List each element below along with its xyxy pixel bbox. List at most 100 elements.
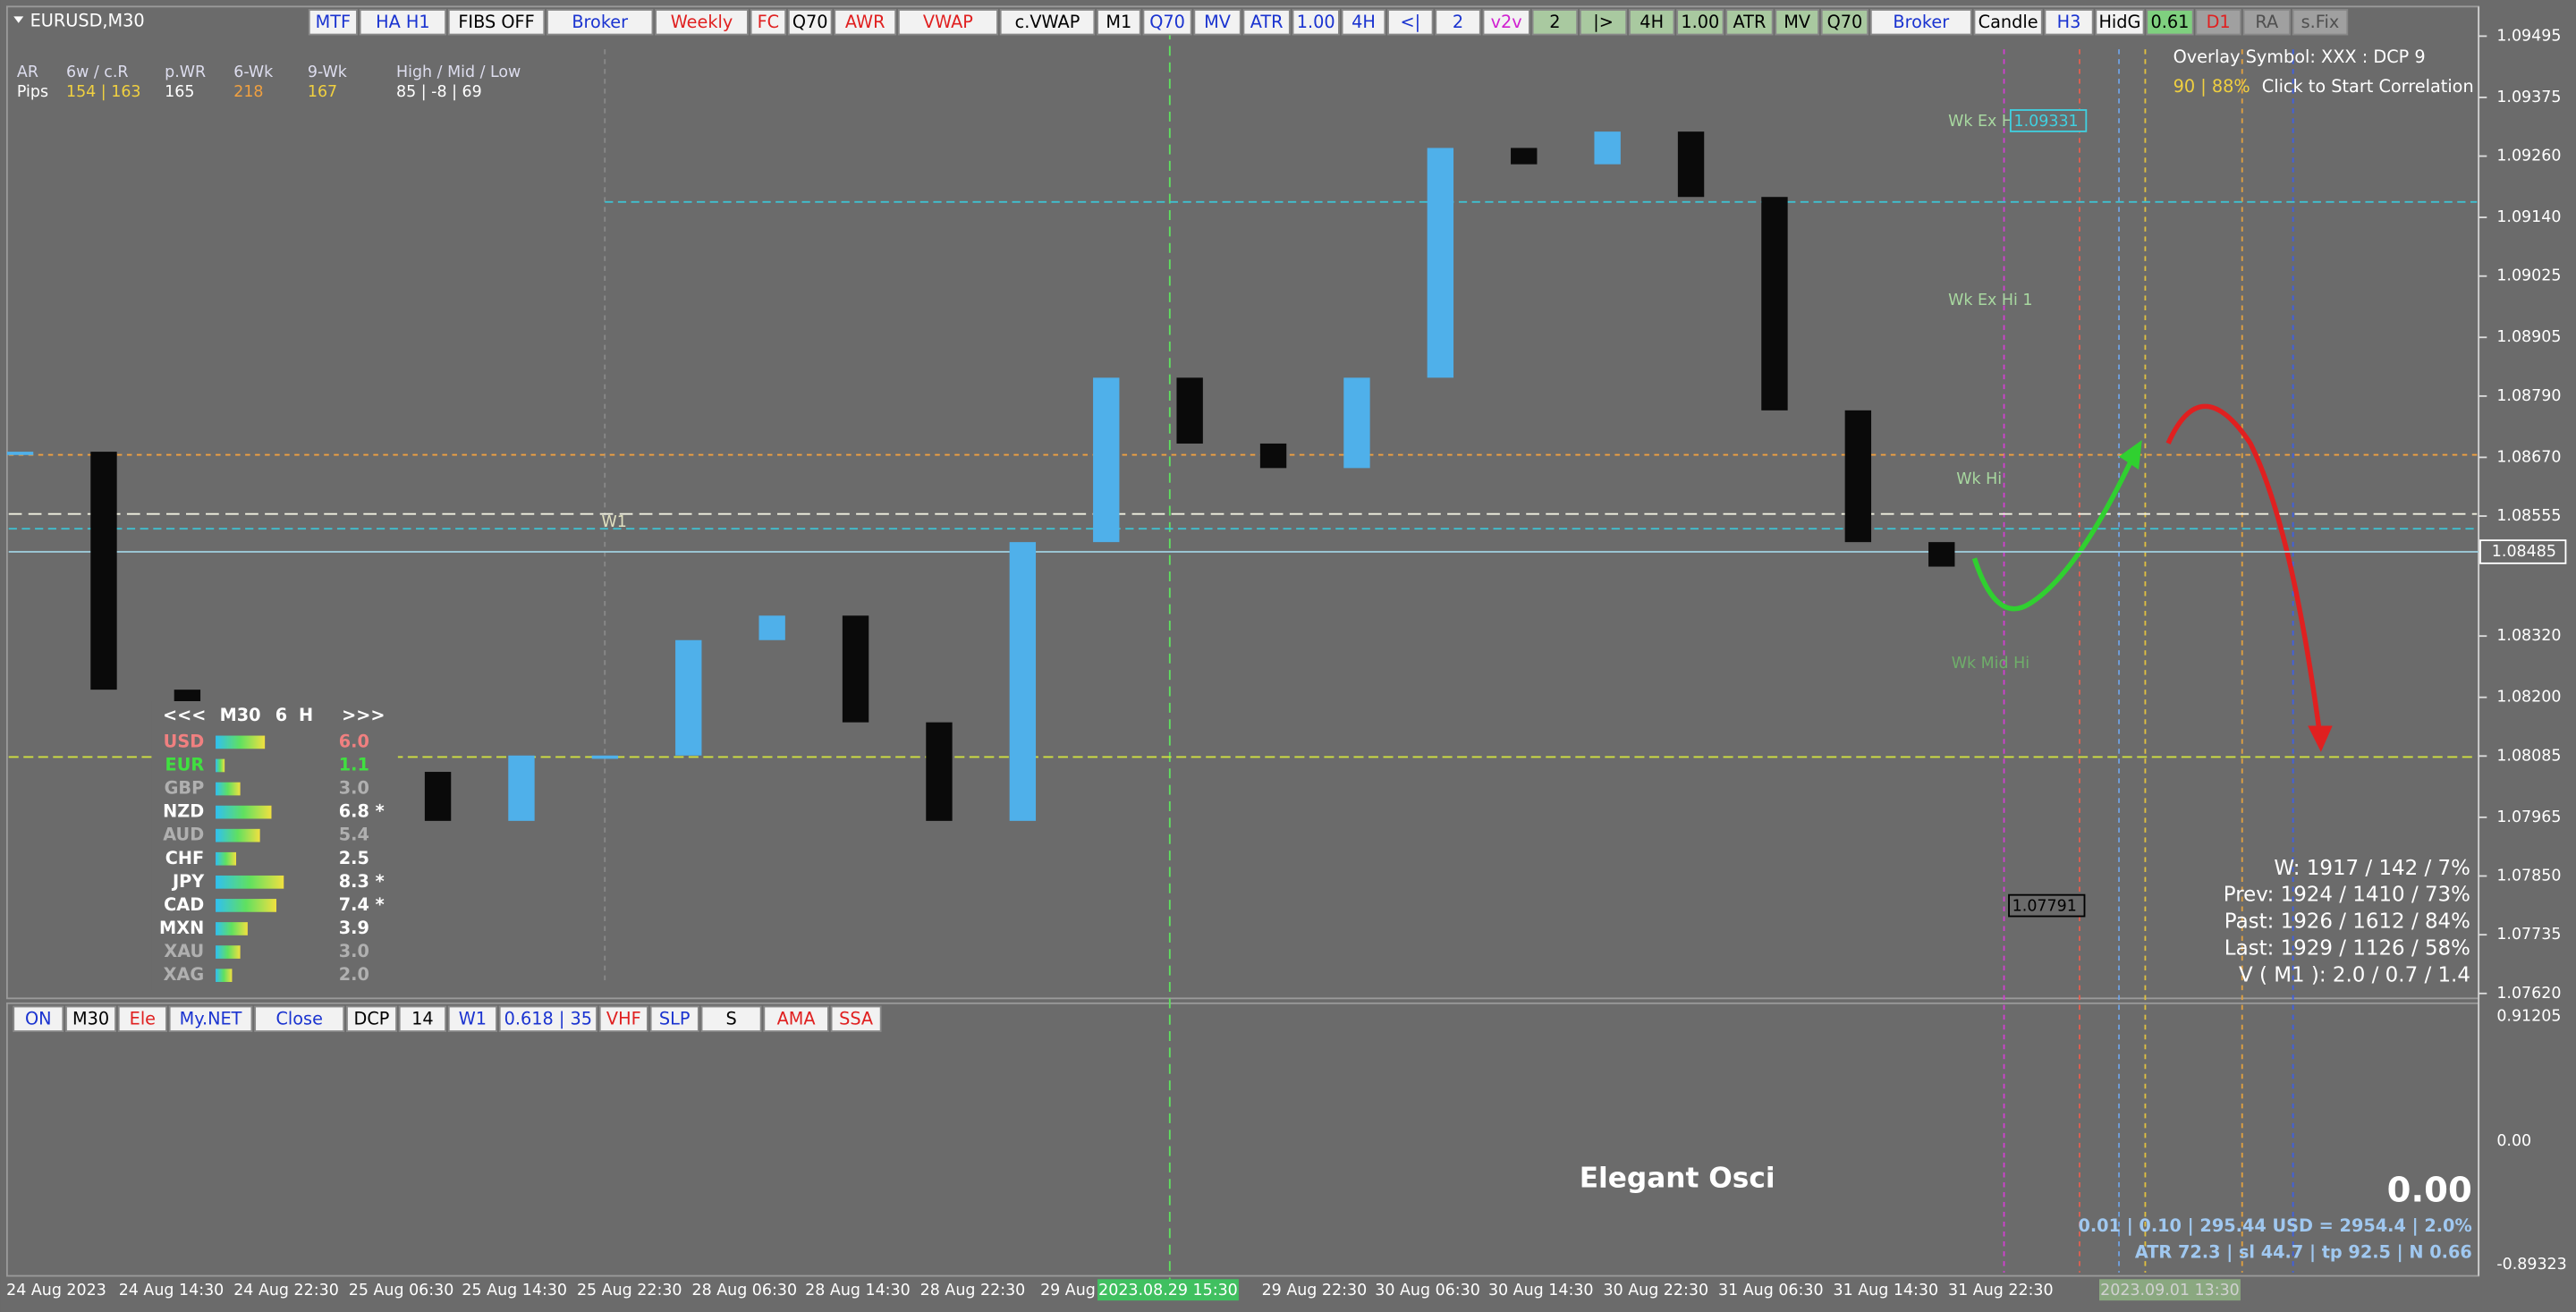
osci-button[interactable] xyxy=(763,1005,829,1032)
osci-button[interactable] xyxy=(649,1005,699,1032)
toolbar-button[interactable] xyxy=(1820,9,1869,36)
toolbar-button-label[interactable]: ATR xyxy=(1250,12,1284,32)
osci-button[interactable] xyxy=(254,1005,345,1032)
osci-button-label[interactable]: Ele xyxy=(130,1009,156,1029)
toolbar-button[interactable] xyxy=(1435,9,1481,36)
toolbar-button[interactable] xyxy=(1482,9,1530,36)
osci-button-label[interactable]: M30 xyxy=(72,1009,109,1029)
osci-button-label[interactable]: W1 xyxy=(459,1009,487,1029)
osci-button-label[interactable]: 14 xyxy=(411,1009,434,1029)
toolbar-button[interactable] xyxy=(2242,9,2291,36)
toolbar-button-label[interactable]: 1.00 xyxy=(1297,12,1335,32)
toolbar-button[interactable] xyxy=(2292,9,2349,36)
toolbar-button-label[interactable]: FC xyxy=(758,12,780,32)
toolbar-button[interactable] xyxy=(1387,9,1434,36)
toolbar-button-label[interactable]: D1 xyxy=(2207,12,2231,32)
toolbar-button-label[interactable]: 2 xyxy=(1453,12,1463,32)
toolbar-button[interactable] xyxy=(2146,9,2194,36)
osci-button[interactable] xyxy=(13,1005,64,1032)
toolbar-button-label[interactable]: 4H xyxy=(1640,12,1664,32)
osci-button-label[interactable]: My.NET xyxy=(180,1009,242,1029)
osci-button[interactable] xyxy=(346,1005,397,1032)
toolbar-button[interactable] xyxy=(1242,9,1291,36)
toolbar-button-label[interactable]: MV xyxy=(1204,12,1232,32)
osci-button[interactable] xyxy=(65,1005,116,1032)
osci-button-label[interactable]: AMA xyxy=(777,1009,817,1029)
toolbar-button-label[interactable]: <| xyxy=(1400,12,1420,32)
toolbar-button-label[interactable]: MTF xyxy=(316,12,351,32)
osci-button[interactable] xyxy=(598,1005,648,1032)
toolbar-button[interactable] xyxy=(1725,9,1774,36)
toolbar-button-label[interactable]: 1.00 xyxy=(1681,12,1719,32)
toolbar-button-label[interactable]: M1 xyxy=(1106,12,1131,32)
toolbar-button-label[interactable]: v2v xyxy=(1491,12,1522,32)
strength-header[interactable]: <<< xyxy=(163,705,206,725)
osci-button-label[interactable]: SSA xyxy=(839,1009,874,1029)
toolbar-button[interactable] xyxy=(1579,9,1628,36)
toolbar-button-label[interactable]: Broker xyxy=(1893,12,1949,32)
toolbar-button[interactable] xyxy=(1973,9,2043,36)
osci-button-label[interactable]: SLP xyxy=(659,1009,691,1029)
toolbar-button-label[interactable]: s.Fix xyxy=(2301,12,2340,32)
toolbar-button-label[interactable]: Q70 xyxy=(792,12,828,32)
toolbar-button[interactable] xyxy=(1097,9,1141,36)
menu-arrow[interactable] xyxy=(13,16,24,23)
toolbar-button[interactable] xyxy=(787,9,833,36)
toolbar-button[interactable] xyxy=(547,9,654,36)
toolbar-button[interactable] xyxy=(1292,9,1340,36)
toolbar-button-label[interactable]: Weekly xyxy=(671,12,733,32)
toolbar-button[interactable] xyxy=(750,9,787,36)
toolbar-button-label[interactable]: MV xyxy=(1784,12,1811,32)
toolbar-button-label[interactable]: AWR xyxy=(845,12,886,32)
toolbar-button-label[interactable]: 2 xyxy=(1549,12,1560,32)
toolbar-button-label[interactable]: FIBS OFF xyxy=(458,12,534,32)
toolbar-button[interactable] xyxy=(447,9,546,36)
toolbar-button-label[interactable]: 0.61 xyxy=(2151,12,2190,32)
osci-button-label[interactable]: VHF xyxy=(606,1009,641,1029)
correlation-button[interactable]: Click to Start Correlation xyxy=(2262,76,2474,97)
osci-button[interactable] xyxy=(117,1005,167,1032)
osci-button-label[interactable]: S xyxy=(725,1009,736,1029)
osci-button[interactable] xyxy=(168,1005,253,1032)
toolbar-button[interactable] xyxy=(1628,9,1675,36)
toolbar-button-label[interactable]: HA H1 xyxy=(376,12,430,32)
toolbar-button-label[interactable]: Broker xyxy=(572,12,628,32)
toolbar-button-label[interactable]: H3 xyxy=(2057,12,2081,32)
toolbar-button[interactable] xyxy=(359,9,447,36)
toolbar-button[interactable] xyxy=(308,9,358,36)
toolbar-button[interactable] xyxy=(2195,9,2241,36)
toolbar-button[interactable] xyxy=(897,9,998,36)
toolbar-button[interactable] xyxy=(1341,9,1386,36)
toolbar-button-label[interactable]: c.VWAP xyxy=(1015,12,1080,32)
toolbar-button-label[interactable]: RA xyxy=(2255,12,2279,32)
osci-button-label[interactable]: DCP xyxy=(354,1009,390,1029)
toolbar-button-label[interactable]: ATR xyxy=(1733,12,1767,32)
toolbar-button[interactable] xyxy=(1193,9,1241,36)
toolbar-button[interactable] xyxy=(1531,9,1579,36)
toolbar-button-label[interactable]: Q70 xyxy=(1149,12,1185,32)
osci-button[interactable] xyxy=(398,1005,447,1032)
toolbar-button-label[interactable]: |> xyxy=(1593,12,1614,32)
strength-header[interactable]: >>> xyxy=(342,705,385,725)
toolbar-button[interactable] xyxy=(2044,9,2094,36)
toolbar-button[interactable] xyxy=(1142,9,1192,36)
osci-button-label[interactable]: ON xyxy=(25,1009,52,1029)
toolbar-button[interactable] xyxy=(1869,9,1972,36)
toolbar-button[interactable] xyxy=(1676,9,1724,36)
osci-button[interactable] xyxy=(498,1005,597,1032)
toolbar-button[interactable] xyxy=(834,9,897,36)
osci-button[interactable] xyxy=(700,1005,762,1032)
toolbar-button-label[interactable]: Q70 xyxy=(1827,12,1863,32)
toolbar-button[interactable] xyxy=(999,9,1096,36)
toolbar-button-label[interactable]: HidG xyxy=(2098,12,2140,32)
osci-button-label[interactable]: 0.618 | 35 xyxy=(504,1009,592,1029)
toolbar-button-label[interactable]: Candle xyxy=(1979,12,2038,32)
toolbar-button[interactable] xyxy=(655,9,749,36)
osci-button[interactable] xyxy=(830,1005,882,1032)
toolbar-button[interactable] xyxy=(2095,9,2145,36)
toolbar-button-label[interactable]: 4H xyxy=(1352,12,1376,32)
osci-button-label[interactable]: Close xyxy=(275,1009,322,1029)
osci-button[interactable] xyxy=(447,1005,497,1032)
toolbar-button[interactable] xyxy=(1775,9,1819,36)
toolbar-button-label[interactable]: VWAP xyxy=(923,12,973,32)
